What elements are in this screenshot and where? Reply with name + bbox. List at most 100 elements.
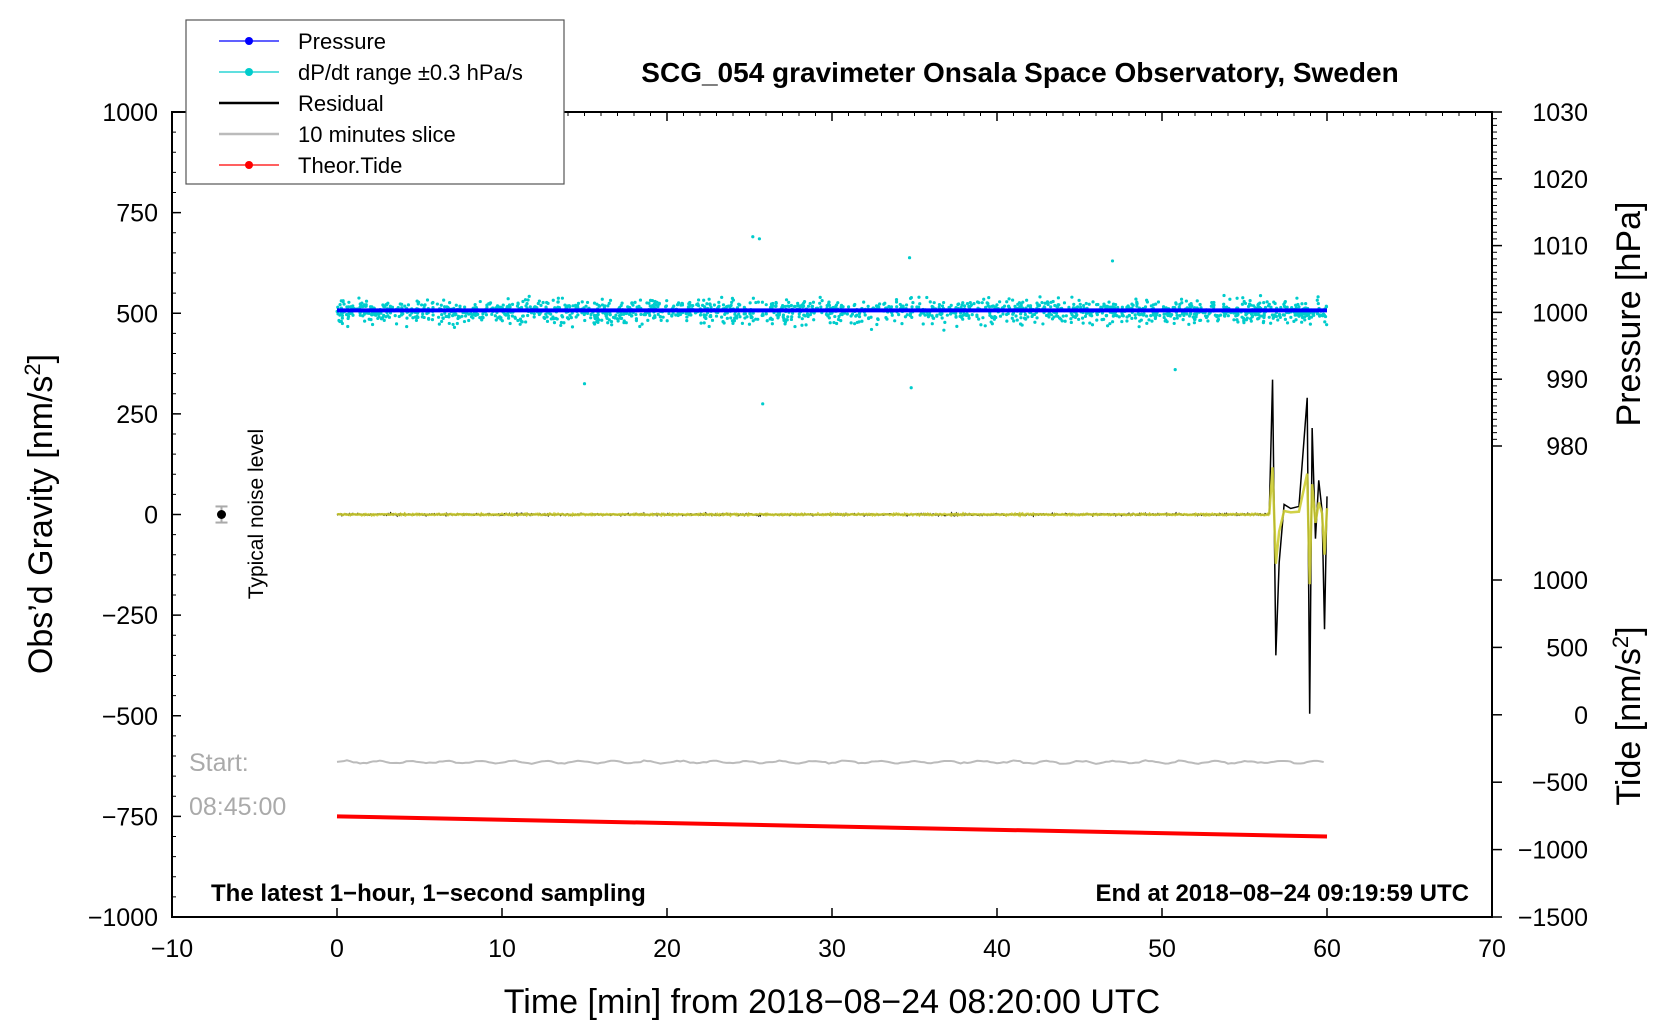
dpdt-point	[513, 315, 517, 319]
dpdt-point	[1138, 319, 1142, 323]
dpdt-point	[1315, 298, 1319, 302]
dpdt-point	[339, 312, 343, 316]
dpdt-point	[571, 304, 575, 308]
dpdt-point	[544, 312, 548, 316]
dpdt-point	[1088, 313, 1092, 317]
dpdt-point	[876, 317, 880, 321]
dpdt-point	[771, 303, 775, 307]
dpdt-point	[789, 317, 794, 322]
dpdt-point	[338, 302, 342, 307]
dpdt-point	[1012, 319, 1016, 323]
x-tick-label: 50	[1148, 935, 1176, 963]
dpdt-point	[1294, 318, 1298, 322]
dpdt-point	[964, 313, 968, 317]
dpdt-point	[720, 295, 724, 299]
dpdt-point	[1258, 301, 1262, 305]
dpdt-point	[1059, 317, 1063, 321]
start-label-1: Start:	[189, 749, 249, 777]
dpdt-point	[1300, 302, 1304, 306]
dpdt-point	[439, 303, 443, 307]
dpdt-point	[340, 321, 344, 326]
dpdt-point	[1040, 300, 1044, 305]
dpdt-point	[607, 301, 611, 306]
dpdt-point	[551, 298, 555, 302]
dpdt-point	[849, 321, 853, 325]
dpdt-point	[1195, 299, 1199, 303]
dpdt-point	[497, 305, 502, 309]
dpdt-point	[1182, 313, 1186, 317]
dpdt-point	[537, 299, 541, 303]
dpdt-point	[784, 298, 789, 302]
dpdt-point	[382, 305, 386, 309]
dpdt-point	[853, 322, 857, 326]
dpdt-point	[904, 303, 909, 307]
dpdt-point	[1104, 313, 1109, 318]
dpdt-point	[855, 320, 859, 325]
dpdt-point	[610, 323, 614, 327]
dpdt-point	[463, 305, 467, 309]
dpdt-point	[1080, 316, 1085, 320]
dpdt-point	[688, 300, 692, 305]
y-tick-labels-pressure: 1030 1020 1010 1000 990 980	[1532, 99, 1588, 461]
dpdt-point	[1051, 299, 1055, 304]
dpdt-point	[910, 305, 914, 309]
dpdt-point	[1125, 319, 1129, 323]
dpdt-point	[592, 301, 597, 305]
dpdt-outlier-point	[1110, 259, 1115, 263]
legend-label: Pressure	[298, 29, 386, 54]
tide-tick-label: 500	[1546, 634, 1588, 662]
start-label-2: 08:45:00	[189, 793, 286, 821]
y-tick-labels-left: 1000 750 500 250 0 −250 −500 −750 −1000	[88, 99, 158, 932]
dpdt-point	[945, 313, 949, 317]
dpdt-point	[689, 313, 693, 317]
dpdt-point	[406, 303, 411, 307]
dpdt-point	[600, 303, 605, 307]
dpdt-point	[638, 298, 643, 302]
dpdt-point	[905, 313, 909, 317]
dpdt-point	[506, 297, 510, 301]
dpdt-point	[569, 316, 573, 320]
y-tick-label: −500	[102, 703, 158, 731]
dpdt-point	[768, 317, 772, 321]
dpdt-point	[1172, 321, 1176, 326]
dpdt-point	[1228, 297, 1232, 301]
dpdt-point	[659, 318, 663, 322]
dpdt-point	[1198, 302, 1202, 307]
dpdt-point	[1033, 320, 1037, 324]
dpdt-point	[1272, 315, 1276, 319]
dpdt-point	[648, 304, 652, 308]
dpdt-point	[664, 304, 669, 308]
dpdt-point	[728, 305, 732, 309]
dpdt-point	[917, 295, 921, 299]
tide-tick-label: −500	[1532, 769, 1588, 797]
dpdt-point	[1236, 312, 1240, 316]
dpdt-point	[370, 313, 374, 317]
dpdt-point	[584, 304, 588, 308]
dpdt-point	[638, 324, 642, 329]
dpdt-point	[605, 316, 609, 320]
dpdt-outlier-point	[1173, 368, 1177, 372]
dpdt-outlier-point	[582, 382, 587, 386]
dpdt-point	[1308, 315, 1312, 319]
dpdt-point	[1312, 313, 1316, 317]
dpdt-point	[1015, 318, 1019, 322]
dpdt-point	[1121, 314, 1125, 318]
dpdt-point	[567, 304, 571, 308]
y-tick-label: −1000	[88, 904, 158, 932]
dpdt-point	[1054, 311, 1059, 315]
dpdt-point	[890, 313, 894, 317]
dpdt-point	[1263, 305, 1268, 310]
dpdt-point	[1144, 314, 1149, 318]
dpdt-point	[451, 322, 455, 327]
dpdt-point	[931, 316, 936, 320]
dpdt-point	[516, 301, 520, 305]
dpdt-point	[942, 328, 946, 332]
dpdt-point	[1219, 313, 1223, 317]
dpdt-point	[860, 319, 864, 323]
dpdt-point	[665, 299, 669, 303]
dpdt-point	[826, 314, 830, 318]
dpdt-point	[917, 305, 921, 309]
dpdt-point	[949, 303, 953, 307]
dpdt-point	[828, 311, 832, 316]
dpdt-point	[894, 298, 899, 302]
